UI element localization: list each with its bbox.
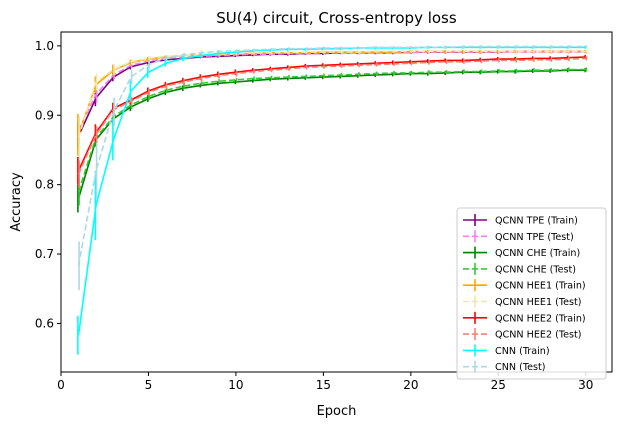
- series-line-qcnn-hee1-train: [77, 50, 586, 135]
- legend-item-qcnn-che-train: QCNN CHE (Train): [463, 246, 580, 259]
- legend-label: QCNN TPE (Train): [495, 216, 578, 227]
- legend-label: QCNN TPE (Test): [495, 232, 574, 243]
- legend-item-cnn-train: CNN (Train): [463, 344, 550, 357]
- series-cnn-test: [77, 45, 588, 291]
- legend-label: CNN (Train): [495, 346, 550, 357]
- legend: QCNN TPE (Train) QCNN TPE (Test) QCNN CHE …: [456, 207, 607, 380]
- x-tick-label: 0: [57, 378, 65, 392]
- x-tick-label: 25: [491, 378, 506, 392]
- legend-label: QCNN HEE1 (Train): [495, 281, 586, 292]
- x-tick-label: 20: [403, 378, 418, 392]
- y-tick-label: 0.6: [35, 316, 54, 330]
- legend-label: QCNN HEE2 (Test): [495, 330, 582, 341]
- legend-item-qcnn-hee1-train: QCNN HEE1 (Train): [463, 279, 586, 292]
- legend-item-qcnn-tpe-train: QCNN TPE (Train): [463, 214, 578, 227]
- series-qcnn-hee2-train: [77, 54, 586, 185]
- legend-item-qcnn-hee2-train: QCNN HEE2 (Train): [463, 311, 586, 324]
- x-tick-label: 10: [228, 378, 243, 392]
- y-axis-label: Accuracy: [9, 172, 24, 232]
- series-line-qcnn-tpe-test: [77, 51, 586, 131]
- y-tick-label: 0.7: [35, 247, 54, 261]
- series-line-qcnn-hee1-test: [77, 50, 586, 138]
- series-line-cnn-test: [77, 45, 586, 266]
- y-tick-label: 0.9: [35, 108, 54, 122]
- legend-label: QCNN CHE (Test): [495, 264, 576, 275]
- series-line-qcnn-hee2-train: [77, 56, 586, 172]
- series-line-qcnn-che-test: [77, 68, 586, 192]
- legend-label: QCNN HEE2 (Train): [495, 313, 586, 324]
- chart-title: SU(4) circuit, Cross-entropy loss: [216, 9, 457, 27]
- legend-item-qcnn-hee2-test: QCNN HEE2 (Test): [463, 328, 582, 341]
- series-qcnn-hee2-test: [77, 56, 588, 189]
- y-tick-label: 1.0: [35, 39, 54, 53]
- legend-item-qcnn-che-test: QCNN CHE (Test): [463, 262, 576, 275]
- x-axis-label: Epoch: [317, 404, 357, 419]
- series-layer: [77, 45, 588, 355]
- plot-area-frame: [60, 31, 613, 373]
- legend-label: QCNN CHE (Train): [495, 248, 580, 259]
- series-line-qcnn-hee2-test: [77, 57, 586, 175]
- x-tick-label: 15: [316, 378, 331, 392]
- legend-item-cnn-test: CNN (Test): [463, 360, 545, 373]
- x-tick-label: 5: [145, 378, 153, 392]
- legend-item-qcnn-hee1-test: QCNN HEE1 (Test): [463, 295, 582, 308]
- x-tick-label: 30: [578, 378, 593, 392]
- legend-label: CNN (Test): [495, 362, 545, 373]
- axis-ticks: 0 5 10 15 20 25 30 0.6 0.7 0.8 0.9 1.0: [35, 39, 593, 392]
- legend-label: QCNN HEE1 (Test): [495, 297, 582, 308]
- y-tick-label: 0.8: [35, 178, 54, 192]
- legend-box: [456, 207, 607, 380]
- legend-item-qcnn-tpe-test: QCNN TPE (Test): [463, 230, 574, 243]
